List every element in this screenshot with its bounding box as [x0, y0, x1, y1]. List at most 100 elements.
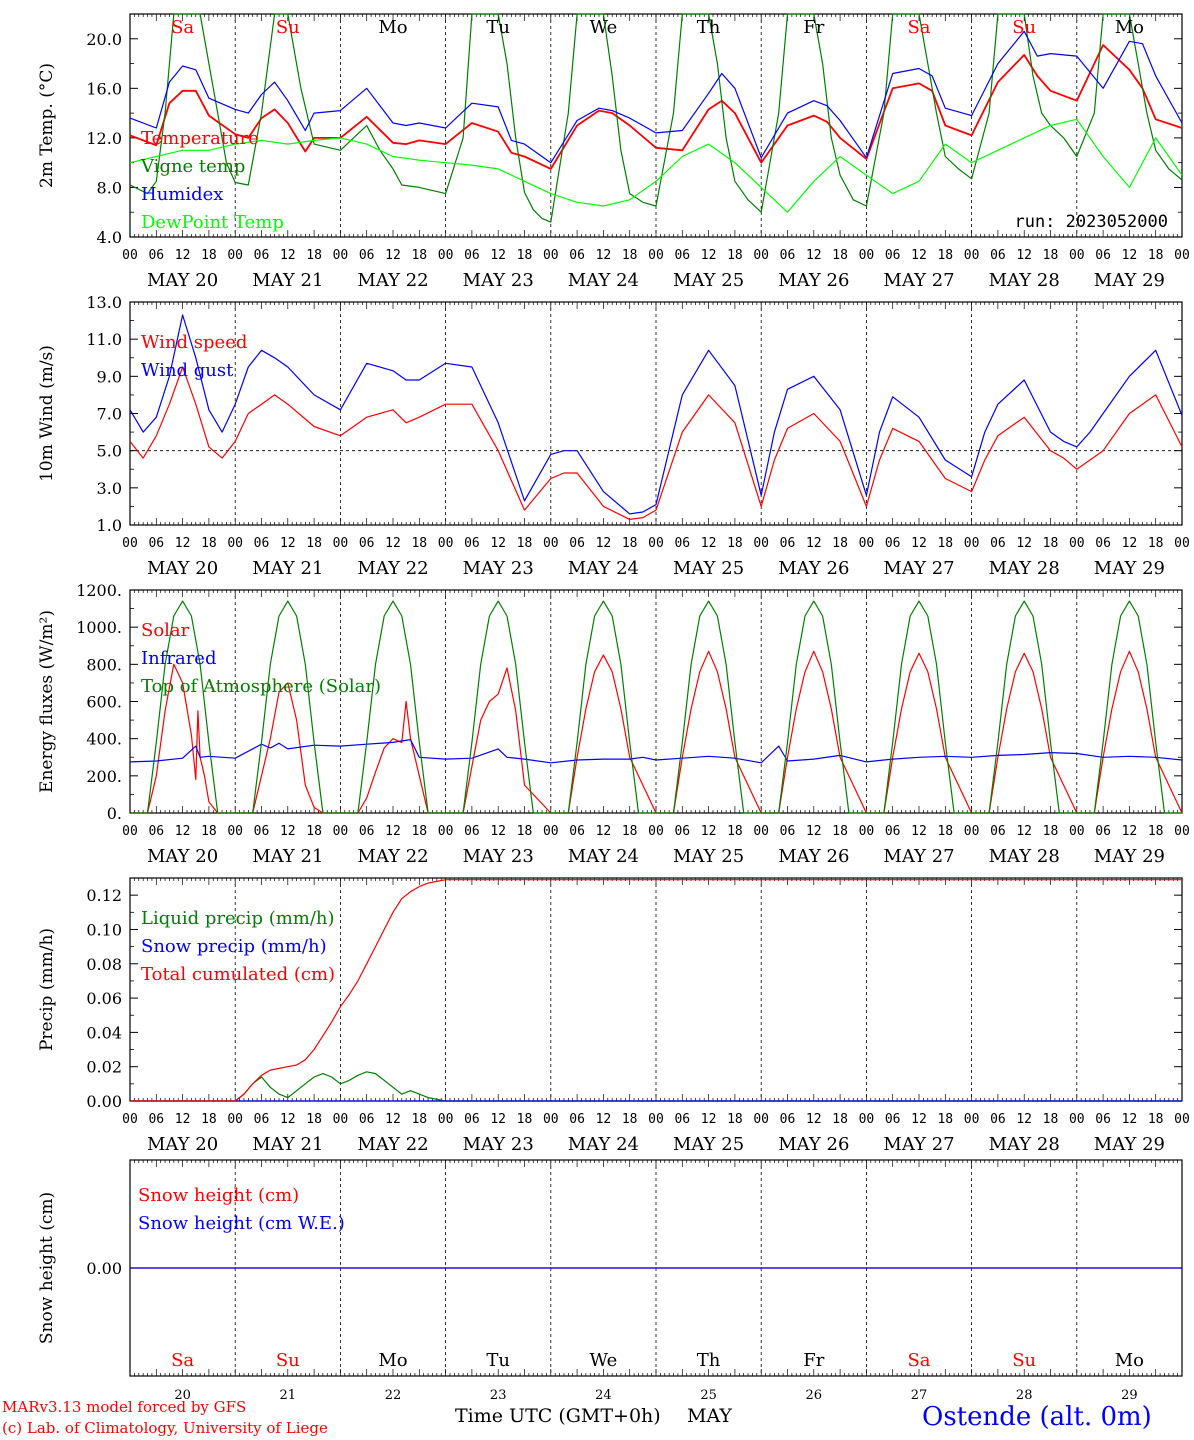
hour-tick-label: 12: [911, 1112, 927, 1127]
hour-tick-label: 06: [359, 536, 375, 551]
hour-tick-label: 18: [622, 1112, 638, 1127]
hour-tick-label: 06: [359, 824, 375, 839]
hour-tick-label: 06: [148, 1112, 164, 1127]
y-tick-label: 1200.: [76, 581, 122, 600]
day-of-week-label: Mo: [1115, 1350, 1144, 1371]
hour-tick-label: 12: [280, 536, 296, 551]
hour-tick-label: 00: [648, 1112, 664, 1127]
day-of-week-label: We: [590, 1350, 618, 1371]
day-number-label: 22: [385, 1388, 402, 1403]
hour-tick-label: 00: [543, 248, 559, 263]
y-tick-label: 0.08: [86, 955, 122, 974]
hour-tick-label: 18: [1148, 1112, 1164, 1127]
y-tick-label: 0.06: [86, 989, 122, 1008]
date-label: MAY 23: [463, 1134, 534, 1155]
hour-tick-label: 18: [517, 248, 533, 263]
date-label: MAY 29: [1094, 270, 1165, 291]
hour-tick-label: 06: [1095, 824, 1111, 839]
date-label: MAY 24: [568, 846, 639, 867]
hour-tick-label: 18: [937, 248, 953, 263]
legend-entry: Snow precip (mm/h): [141, 936, 327, 957]
y-tick-label: 600.: [86, 693, 122, 712]
hour-tick-label: 12: [280, 824, 296, 839]
y-tick-label: 3.0: [97, 479, 122, 498]
date-label: MAY 22: [357, 846, 428, 867]
legend-entry: Humidex: [141, 184, 223, 205]
day-number-label: 23: [490, 1388, 507, 1403]
y-tick-label: 0.12: [86, 886, 122, 905]
hour-tick-label: 18: [411, 824, 427, 839]
y-tick-label: 0.02: [86, 1058, 122, 1077]
date-label: MAY 20: [147, 846, 218, 867]
hour-tick-label: 06: [464, 1112, 480, 1127]
hour-tick-label: 18: [517, 536, 533, 551]
hour-tick-label: 06: [990, 536, 1006, 551]
hour-tick-label: 00: [1174, 248, 1190, 263]
y-tick-label: 0.00: [86, 1259, 122, 1278]
legend-entry: Liquid precip (mm/h): [141, 908, 335, 929]
day-number-label: 28: [1016, 1388, 1033, 1403]
hour-tick-label: 18: [727, 248, 743, 263]
hour-tick-label: 18: [937, 824, 953, 839]
date-label: MAY 28: [989, 1134, 1060, 1155]
date-label: MAY 28: [989, 270, 1060, 291]
day-of-week-label: Su: [1012, 1350, 1036, 1371]
hour-tick-label: 00: [333, 1112, 349, 1127]
series-line: [129, 44, 1183, 170]
hour-tick-label: 12: [1122, 1112, 1138, 1127]
hour-tick-label: 00: [438, 248, 454, 263]
hour-tick-label: 18: [517, 1112, 533, 1127]
hour-tick-label: 00: [648, 248, 664, 263]
hour-tick-label: 12: [806, 248, 822, 263]
hour-tick-label: 06: [148, 248, 164, 263]
hour-tick-label: 12: [175, 824, 191, 839]
y-tick-label: 1.0: [97, 516, 122, 535]
hour-tick-label: 06: [674, 1112, 690, 1127]
hour-tick-label: 12: [806, 1112, 822, 1127]
day-number-label: 24: [595, 1388, 612, 1403]
hour-tick-label: 06: [254, 1112, 270, 1127]
series-line: [129, 13, 1183, 223]
day-of-week-label: Th: [697, 17, 721, 38]
hour-tick-label: 12: [490, 536, 506, 551]
hour-tick-label: 00: [859, 1112, 875, 1127]
legend-entry: Snow height (cm W.E.): [138, 1213, 345, 1234]
hour-tick-label: 18: [622, 824, 638, 839]
date-label: MAY 26: [778, 846, 849, 867]
hour-tick-label: 00: [964, 536, 980, 551]
hour-tick-label: 18: [411, 248, 427, 263]
series-line: [129, 366, 1183, 521]
hour-tick-label: 12: [596, 536, 612, 551]
hour-tick-label: 06: [674, 248, 690, 263]
hour-tick-label: 06: [885, 1112, 901, 1127]
hour-tick-label: 18: [832, 536, 848, 551]
day-of-week-label: We: [590, 17, 618, 38]
series-line: [129, 30, 1183, 164]
hour-tick-label: 00: [1069, 824, 1085, 839]
date-label: MAY 26: [778, 270, 849, 291]
hour-tick-label: 06: [464, 824, 480, 839]
legend-entry: Infrared: [141, 648, 216, 669]
hour-tick-label: 06: [990, 248, 1006, 263]
x-axis-title: Time UTC (GMT+0h): [455, 1405, 661, 1427]
y-tick-label: 400.: [86, 730, 122, 749]
legend-entry: Wind speed: [141, 332, 247, 353]
hour-tick-label: 00: [1069, 248, 1085, 263]
hour-tick-label: 06: [569, 536, 585, 551]
date-label: MAY 29: [1094, 846, 1165, 867]
hour-tick-label: 00: [438, 536, 454, 551]
hour-tick-label: 18: [1043, 824, 1059, 839]
hour-tick-label: 00: [333, 248, 349, 263]
day-of-week-label: Tu: [486, 1350, 510, 1371]
hour-tick-label: 00: [333, 824, 349, 839]
day-of-week-label: Sa: [171, 1350, 194, 1371]
date-label: MAY 22: [357, 1134, 428, 1155]
legend-entry: Wind gust: [141, 360, 234, 381]
hour-tick-label: 18: [832, 824, 848, 839]
y-tick-label: 0.10: [86, 920, 122, 939]
hour-tick-label: 00: [859, 248, 875, 263]
hour-tick-label: 12: [1016, 536, 1032, 551]
hour-tick-label: 00: [1069, 1112, 1085, 1127]
hour-tick-label: 12: [1122, 536, 1138, 551]
